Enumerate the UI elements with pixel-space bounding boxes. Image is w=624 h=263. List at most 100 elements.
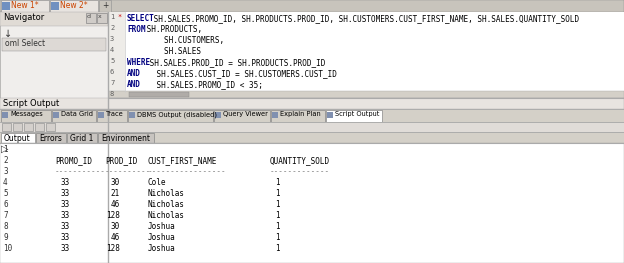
- Text: SELECT: SELECT: [127, 14, 155, 23]
- Text: ▷: ▷: [1, 144, 9, 154]
- Text: SH.SALES: SH.SALES: [127, 47, 201, 56]
- Bar: [2, 112, 8, 118]
- Text: Joshua: Joshua: [148, 233, 176, 242]
- Text: AND: AND: [127, 69, 141, 78]
- Text: 1: 1: [3, 145, 7, 154]
- Text: Trace: Trace: [106, 111, 124, 117]
- Text: x: x: [98, 14, 102, 19]
- Text: 6: 6: [110, 69, 114, 75]
- Text: 8: 8: [110, 91, 114, 97]
- Bar: [0, 12, 108, 263]
- Text: 6: 6: [3, 200, 7, 209]
- Text: 7: 7: [3, 211, 7, 220]
- Text: 7: 7: [110, 80, 114, 86]
- Text: PROMO_ID: PROMO_ID: [55, 156, 92, 165]
- Bar: [98, 112, 104, 118]
- Text: 3: 3: [110, 36, 114, 42]
- Bar: [0, 12, 108, 26]
- Bar: [97, 13, 107, 23]
- Bar: [35, 123, 44, 131]
- Text: Nicholas: Nicholas: [148, 189, 185, 198]
- Text: 4: 4: [110, 47, 114, 53]
- Text: AND: AND: [127, 80, 141, 89]
- Text: 33: 33: [61, 233, 70, 242]
- Bar: [13, 123, 22, 131]
- Text: 21: 21: [110, 189, 120, 198]
- Text: 33: 33: [61, 244, 70, 253]
- Text: 10: 10: [3, 244, 12, 253]
- Text: FROM: FROM: [127, 25, 145, 34]
- Text: 2: 2: [110, 25, 114, 31]
- Text: 1: 1: [275, 189, 280, 198]
- Text: QUANTITY_SOLD: QUANTITY_SOLD: [270, 156, 330, 165]
- Text: New 2*: New 2*: [60, 1, 87, 10]
- Bar: [1, 0, 49, 12]
- Text: 128: 128: [106, 244, 120, 253]
- Text: 1: 1: [275, 233, 280, 242]
- Bar: [2, 38, 106, 51]
- Text: New 1*: New 1*: [11, 1, 39, 10]
- Bar: [214, 110, 270, 122]
- Text: 33: 33: [61, 211, 70, 220]
- Bar: [129, 112, 135, 118]
- Text: SH.CUSTOMERS,: SH.CUSTOMERS,: [127, 36, 224, 45]
- Text: 30: 30: [110, 178, 120, 187]
- Bar: [128, 110, 213, 122]
- Bar: [109, 91, 624, 98]
- Text: 46: 46: [110, 200, 120, 209]
- Text: Data Grid: Data Grid: [61, 111, 93, 117]
- Bar: [2, 123, 11, 131]
- Text: Environment: Environment: [101, 134, 150, 143]
- Text: 1: 1: [275, 211, 280, 220]
- Text: Cole: Cole: [148, 178, 167, 187]
- Text: Script Output: Script Output: [335, 111, 379, 117]
- Text: Nicholas: Nicholas: [148, 200, 185, 209]
- Text: Explain Plan: Explain Plan: [280, 111, 321, 117]
- Text: 5: 5: [3, 189, 7, 198]
- Text: DBMS Output (disabled): DBMS Output (disabled): [137, 111, 217, 118]
- Text: Output: Output: [4, 134, 31, 143]
- Bar: [0, 143, 624, 263]
- Bar: [86, 13, 96, 23]
- Text: ↓: ↓: [4, 29, 12, 39]
- Text: oml Select: oml Select: [5, 39, 45, 48]
- Bar: [50, 0, 98, 12]
- Text: 33: 33: [61, 189, 70, 198]
- Bar: [0, 122, 624, 132]
- Text: 1: 1: [110, 14, 114, 20]
- Bar: [272, 112, 278, 118]
- Text: 1: 1: [275, 200, 280, 209]
- Bar: [327, 112, 333, 118]
- Text: +: +: [102, 1, 109, 10]
- Text: -----------: -----------: [55, 167, 106, 176]
- Text: ----------: ----------: [105, 167, 151, 176]
- Text: 5: 5: [110, 58, 114, 64]
- Bar: [2, 2, 10, 10]
- Bar: [67, 133, 97, 143]
- Bar: [52, 110, 96, 122]
- Text: Query Viewer: Query Viewer: [223, 111, 268, 117]
- Text: 1: 1: [275, 222, 280, 231]
- Text: 33: 33: [61, 222, 70, 231]
- Text: -------------: -------------: [270, 167, 330, 176]
- Text: SH.SALES.CUST_ID = SH.CUSTOMERS.CUST_ID: SH.SALES.CUST_ID = SH.CUSTOMERS.CUST_ID: [138, 69, 337, 78]
- Text: Nicholas: Nicholas: [148, 211, 185, 220]
- Bar: [215, 112, 221, 118]
- Bar: [1, 110, 51, 122]
- Bar: [0, 109, 624, 122]
- Bar: [1, 133, 35, 143]
- Bar: [99, 0, 111, 12]
- Text: d: d: [87, 14, 91, 19]
- Text: Joshua: Joshua: [148, 222, 176, 231]
- Bar: [109, 12, 125, 92]
- Text: SH.PRODUCTS,: SH.PRODUCTS,: [142, 25, 202, 34]
- Text: 33: 33: [61, 178, 70, 187]
- Bar: [24, 123, 33, 131]
- Text: SH.SALES.PROMO_ID < 35;: SH.SALES.PROMO_ID < 35;: [138, 80, 263, 89]
- Bar: [129, 92, 189, 97]
- Bar: [97, 110, 127, 122]
- Bar: [0, 0, 624, 12]
- Text: Navigator: Navigator: [3, 13, 44, 22]
- Bar: [326, 110, 382, 122]
- Bar: [98, 133, 154, 143]
